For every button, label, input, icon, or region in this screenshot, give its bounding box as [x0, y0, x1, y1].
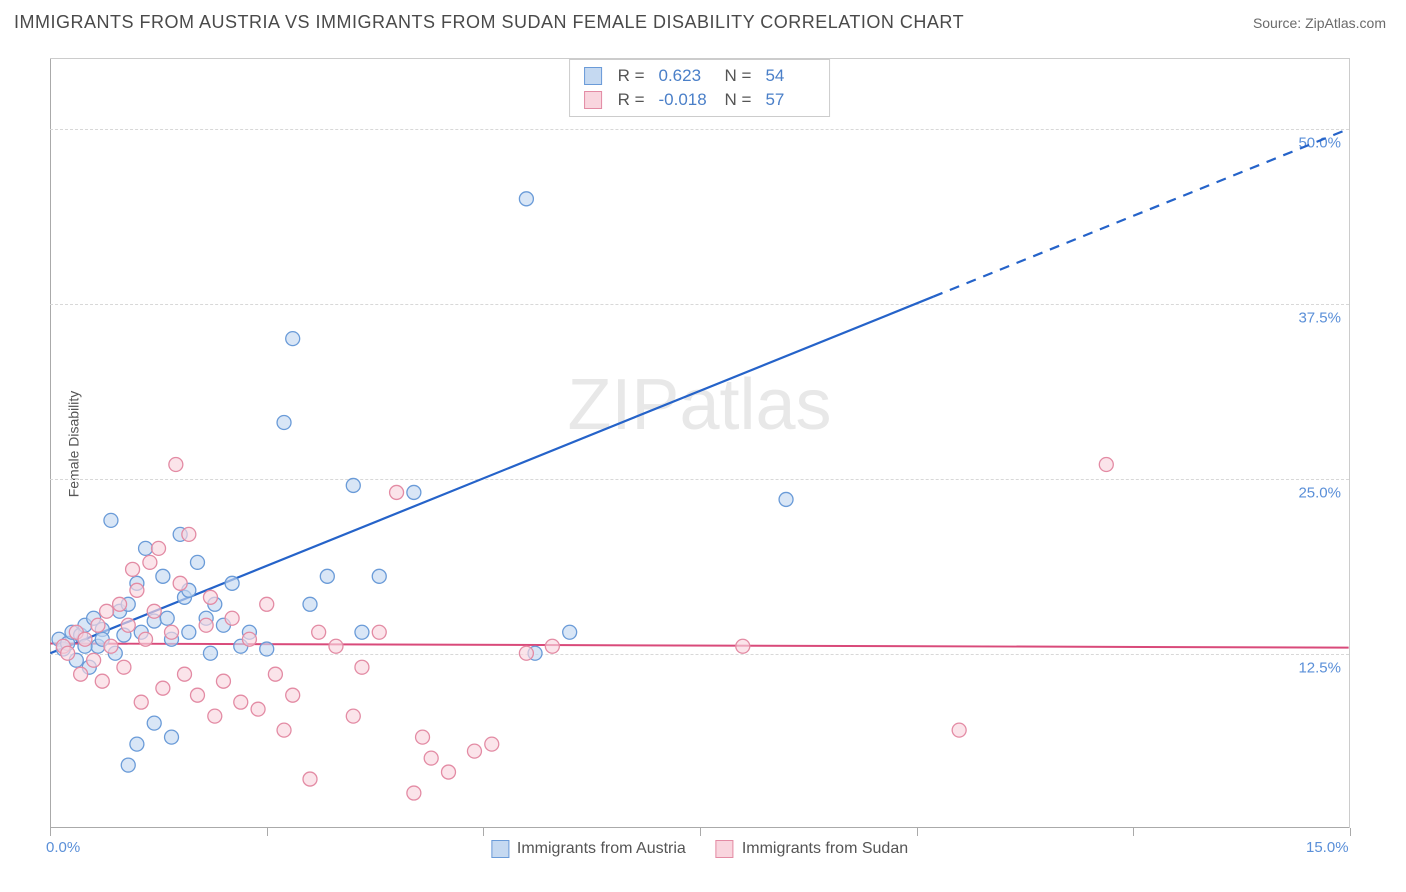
chart-source: Source: ZipAtlas.com — [1253, 15, 1386, 31]
r-value-sudan: -0.018 — [659, 90, 709, 110]
legend-item-sudan: Immigrants from Sudan — [716, 840, 908, 858]
n-label: N = — [725, 66, 752, 86]
legend-label-sudan: Immigrants from Sudan — [742, 840, 908, 858]
legend-row-sudan: R = -0.018 N = 57 — [584, 88, 816, 112]
x-tick-label: 0.0% — [46, 839, 80, 856]
n-value-sudan: 57 — [765, 90, 815, 110]
legend-label-austria: Immigrants from Austria — [517, 840, 686, 858]
swatch-sudan-bottom — [716, 840, 734, 858]
chart-header: IMMIGRANTS FROM AUSTRIA VS IMMIGRANTS FR… — [0, 0, 1406, 41]
legend-correlation-box: R = 0.623 N = 54 R = -0.018 N = 57 — [569, 59, 831, 117]
swatch-austria — [584, 67, 602, 85]
legend-item-austria: Immigrants from Austria — [491, 840, 686, 858]
swatch-austria-bottom — [491, 840, 509, 858]
swatch-sudan — [584, 91, 602, 109]
r-value-austria: 0.623 — [659, 66, 709, 86]
plot-svg — [50, 59, 1349, 828]
chart-container: Female Disability ZIPatlas 12.5%25.0%37.… — [50, 58, 1350, 828]
legend-row-austria: R = 0.623 N = 54 — [584, 64, 816, 88]
r-label: R = — [618, 66, 645, 86]
r-label: R = — [618, 90, 645, 110]
x-tick-label: 15.0% — [1306, 839, 1349, 856]
chart-title: IMMIGRANTS FROM AUSTRIA VS IMMIGRANTS FR… — [14, 12, 964, 33]
legend-bottom: Immigrants from Austria Immigrants from … — [491, 840, 908, 858]
n-label: N = — [725, 90, 752, 110]
n-value-austria: 54 — [765, 66, 815, 86]
